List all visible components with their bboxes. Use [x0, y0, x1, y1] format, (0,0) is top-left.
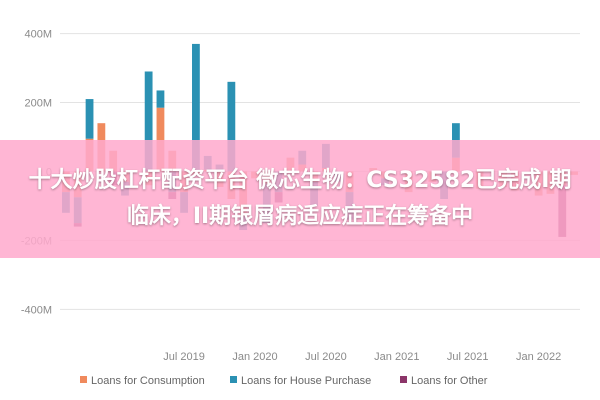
y-tick-label: 400M — [24, 29, 52, 41]
x-tick-label: Jul 2019 — [163, 351, 205, 363]
y-tick-label: -400M — [21, 304, 52, 316]
bar-segment — [156, 107, 165, 172]
legend-label: Loans for Consumption — [91, 375, 205, 387]
legend-label: Loans for House Purchase — [241, 375, 371, 387]
legend-swatch — [230, 376, 237, 383]
x-tick-label: Jan 2022 — [516, 351, 561, 363]
x-tick-label: Jul 2020 — [305, 351, 347, 363]
headline-banner: 十大炒股杠杆配资平台 微芯生物：CS32582已完成I期临床，II期银屑病适应症… — [0, 140, 600, 258]
bar-segment — [156, 90, 165, 108]
y-tick-label: 200M — [24, 98, 52, 110]
bar-segment — [192, 43, 200, 172]
bar-segment — [227, 81, 236, 172]
x-tick-label: Jan 2020 — [232, 351, 277, 363]
legend-label: Loans for Other — [411, 375, 488, 387]
bar-segment — [144, 71, 153, 172]
x-tick-label: Jan 2021 — [374, 351, 419, 363]
legend-swatch — [400, 376, 407, 383]
legend-swatch — [80, 376, 87, 383]
x-tick-label: Jul 2021 — [447, 351, 489, 363]
headline-title: 十大炒股杠杆配资平台 微芯生物：CS32582已完成I期临床，II期银屑病适应症… — [28, 168, 572, 229]
bar-segment — [85, 99, 94, 139]
